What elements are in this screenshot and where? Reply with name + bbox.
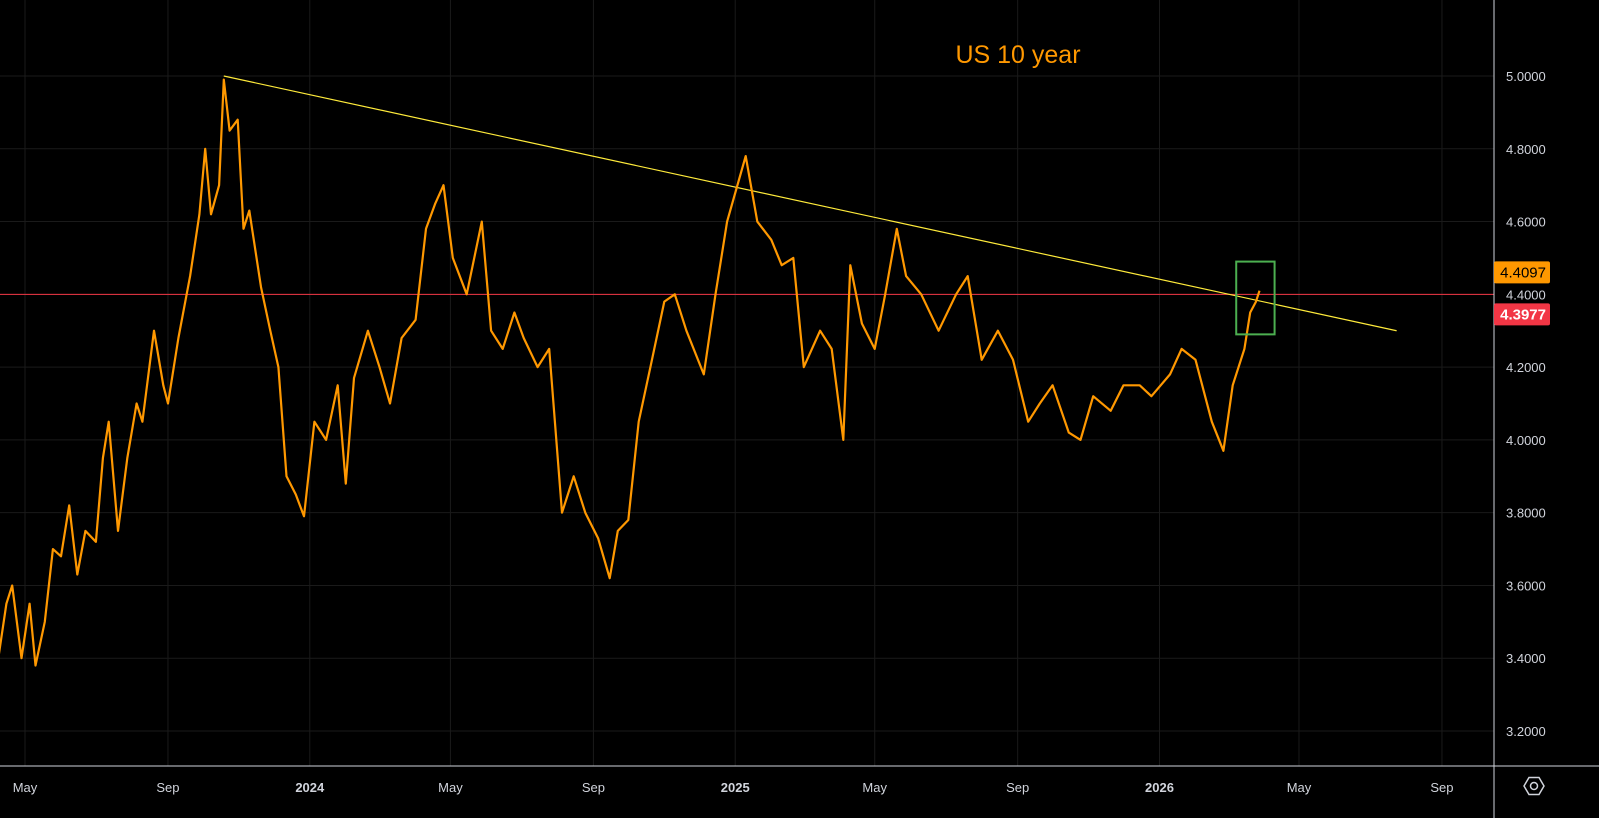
x-tick-label: May (13, 780, 38, 795)
y-tick-label: 4.8000 (1506, 142, 1546, 157)
chart-title: US 10 year (955, 41, 1080, 69)
y-tick-label: 5.0000 (1506, 69, 1546, 84)
y-tick-label: 4.4000 (1506, 287, 1546, 302)
x-tick-label: 2026 (1145, 780, 1174, 795)
trendline[interactable] (223, 75, 1397, 332)
x-tick-label: Sep (1006, 780, 1029, 795)
y-tick-label: 3.4000 (1506, 651, 1546, 666)
x-tick-label: Sep (582, 780, 605, 795)
highlight-box[interactable] (1235, 260, 1276, 336)
x-tick-label: May (1287, 780, 1312, 795)
y-axis[interactable]: 5.0000 4.8000 4.6000 4.4000 4.2000 4.0000 3.80… (1506, 69, 1546, 739)
x-tick-label: May (862, 780, 887, 795)
x-tick-label: Sep (1430, 780, 1453, 795)
price-labels: 4.4097 4.3977 (1494, 261, 1550, 326)
price-label-bg (1494, 303, 1550, 326)
settings-hexagon-icon[interactable] (1523, 776, 1545, 796)
y-tick-label: 4.0000 (1506, 433, 1546, 448)
price-label: 4.4097 (1500, 264, 1546, 281)
price-label: 4.3977 (1500, 306, 1546, 323)
y-tick-label: 3.2000 (1506, 724, 1546, 739)
x-tick-label: Sep (156, 780, 179, 795)
x-tick-label: 2024 (295, 780, 325, 795)
x-tick-label: 2025 (721, 780, 750, 795)
grid (0, 0, 1494, 766)
x-tick-label: May (438, 780, 463, 795)
series-line-us10y (0, 78, 1261, 667)
y-tick-label: 4.2000 (1506, 360, 1546, 375)
y-tick-label: 3.6000 (1506, 578, 1546, 593)
y-tick-label: 4.6000 (1506, 215, 1546, 230)
price-label-bg (1494, 261, 1550, 284)
x-axis[interactable]: May Sep 2024 May Sep 2025 May Sep 2026 May Sep (13, 780, 1454, 795)
y-tick-label: 3.8000 (1506, 506, 1546, 521)
